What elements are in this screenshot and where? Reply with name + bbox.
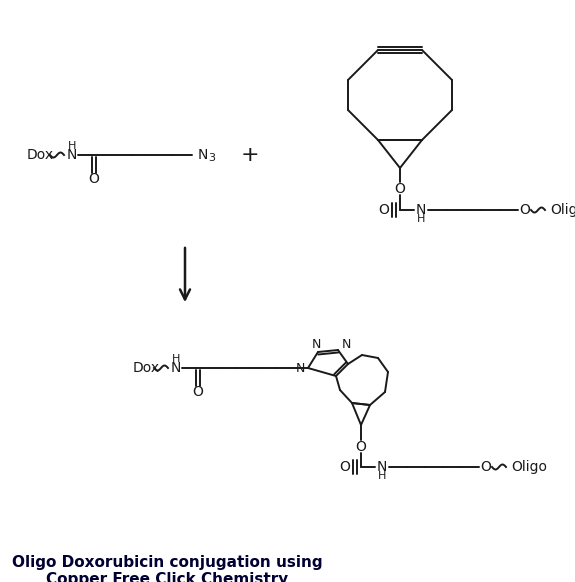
Text: H: H (378, 471, 386, 481)
Text: Oligo: Oligo (550, 203, 575, 217)
Text: H: H (417, 214, 425, 224)
Text: N: N (311, 339, 321, 352)
Text: O: O (520, 203, 530, 217)
Text: N: N (377, 460, 387, 474)
Text: H: H (172, 354, 180, 364)
Text: O: O (394, 182, 405, 196)
Text: O: O (378, 203, 389, 217)
Text: 3: 3 (208, 153, 215, 163)
Text: +: + (241, 145, 259, 165)
Text: O: O (340, 460, 350, 474)
Text: O: O (89, 172, 99, 186)
Text: H: H (68, 141, 76, 151)
Text: Dox: Dox (27, 148, 54, 162)
Text: Dox: Dox (133, 361, 160, 375)
Text: O: O (193, 385, 204, 399)
Text: N: N (171, 361, 181, 375)
Text: N: N (67, 148, 77, 162)
Text: N: N (296, 361, 305, 374)
Text: N: N (198, 148, 208, 162)
Text: O: O (481, 460, 492, 474)
Text: Oligo Doxorubicin conjugation using
Copper Free Click Chemistry: Oligo Doxorubicin conjugation using Copp… (12, 555, 323, 582)
Text: N: N (416, 203, 426, 217)
Text: O: O (355, 440, 366, 454)
Text: N: N (342, 338, 351, 350)
Text: Oligo: Oligo (511, 460, 547, 474)
